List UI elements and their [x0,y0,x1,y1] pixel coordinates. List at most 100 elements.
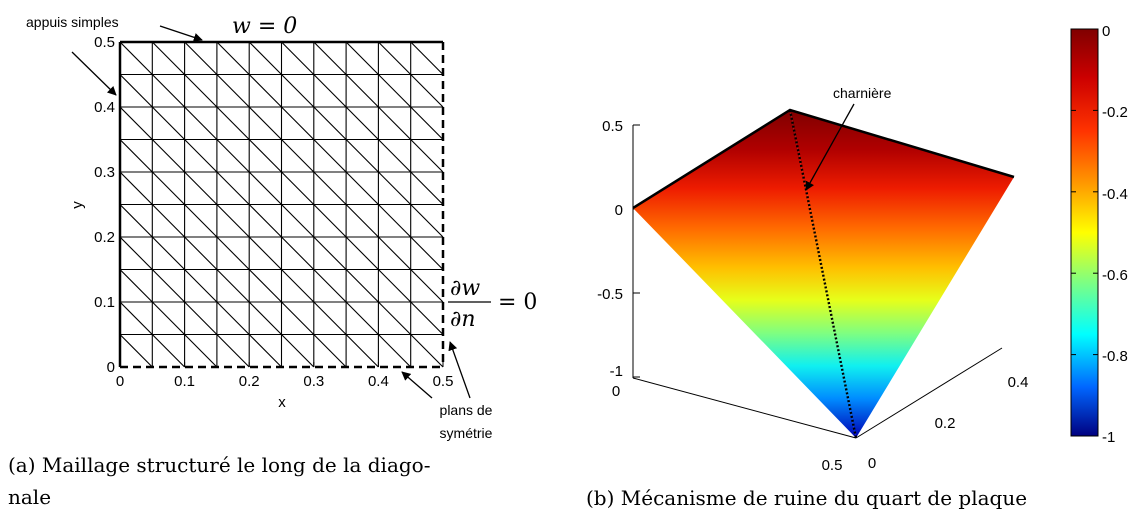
mesh-diagonal [345,236,379,270]
bc-right-denominator: ∂n [450,307,476,332]
mesh-diagonal [151,106,185,140]
y-tick-label-3: 0.3 [94,164,115,181]
mesh-diagonal [378,301,412,335]
mesh-diagonal [119,236,153,270]
z-tick-label-neg1: -1 [610,363,623,380]
mesh-diagonal [151,236,185,270]
mesh-diagonal [345,74,379,108]
mesh-diagonal [313,269,347,303]
mesh-diagonal [184,139,218,173]
mesh-diagonal [216,41,250,75]
mesh-diagonal [378,106,412,140]
mesh-diagonal [281,269,315,303]
mesh-diagonal [248,204,282,238]
mesh-diagonal [119,74,153,108]
mesh-diagonal [410,139,444,173]
symmetry-arrow-right [448,341,471,399]
mesh-diagonal [378,334,412,368]
mesh-diagonal [313,74,347,108]
mesh-diagonal [216,106,250,140]
mesh-diagonal [378,74,412,108]
mesh-diagonal [345,139,379,173]
colorbar-label-neg1: -1 [1102,429,1115,446]
caption-b: (b) Mécanisme de ruine du quart de plaqu… [586,486,1027,510]
mesh-diagonal [248,41,282,75]
mesh-diagonal [313,334,347,368]
mesh-diagonal [378,236,412,270]
simple-supports-arrow-top [159,25,203,42]
mesh-diagonal [378,269,412,303]
bc-right-rhs: = 0 [498,290,537,315]
x-tick-label-b-0: 0 [612,383,620,400]
mesh-diagonal [151,41,185,75]
mesh-diagonal [378,204,412,238]
mesh-diagonal [119,171,153,205]
mesh-diagonal [281,106,315,140]
y-tick-label-1: 0.1 [94,294,115,311]
mesh-diagonal [184,269,218,303]
mesh-diagonal [216,139,250,173]
mesh-diagonal [184,171,218,205]
mesh-diagonal [281,334,315,368]
colorbar-label-neg0.4: -0.4 [1102,186,1128,203]
symmetry-arrow-bottom [401,371,433,399]
mesh-diagonal [410,171,444,205]
mesh-diagonal [119,139,153,173]
mesh-diagonal [184,204,218,238]
hinge-annotation: charnière [833,85,892,101]
z-tick-label-0: 0 [615,202,623,219]
mesh-diagonal [248,236,282,270]
mesh-diagonal [248,171,282,205]
mesh-diagonal [248,301,282,335]
caption-a-line2: nale [8,485,51,509]
panel-a-mesh-plot: 0 0.1 0.2 0.3 0.4 0.5 0 0.1 0.2 0.3 0.4 … [8,14,537,509]
colorbar-label-0: 0 [1102,23,1110,40]
bc-right-numerator: ∂w [450,276,480,301]
x-tick-label-2: 0.2 [239,373,260,390]
y-tick-label-b-0: 0 [868,455,876,472]
hinge-arrow [805,103,855,191]
mesh-diagonal [151,301,185,335]
colorbar-label-neg0.2: -0.2 [1102,104,1128,121]
colorbar-label-neg0.6: -0.6 [1102,267,1128,284]
y-tick-label-0: 0 [107,359,115,376]
mesh-diagonal [119,204,153,238]
mesh-diagonal [216,334,250,368]
mesh-diagonal [184,334,218,368]
mesh-diagonal [151,204,185,238]
collapse-face-left [633,110,856,438]
simple-supports-arrow-left [71,51,117,96]
mesh-diagonal [184,74,218,108]
mesh-diagonal [216,236,250,270]
simple-supports-annotation: appuis simples [26,14,119,30]
x-tick-label-4: 0.4 [368,373,389,390]
mesh-diagonal [313,301,347,335]
colorbar-tick-marks [1071,28,1098,437]
x-tick-label-3: 0.3 [303,373,324,390]
collapse-face-right [790,110,1014,438]
mesh-diagonal [378,139,412,173]
mesh-diagonal [119,301,153,335]
y-axis-line-3d [855,347,1003,439]
mesh-diagonal [410,269,444,303]
mesh-diagonal [216,74,250,108]
mesh-diagonal [216,269,250,303]
mesh-diagonal [313,171,347,205]
y-tick-label-5: 0.5 [94,34,115,51]
mesh-diagonal [313,41,347,75]
mesh-diagonal [410,204,444,238]
symmetry-annotation-line1: plans de [440,402,493,418]
mesh-diagonal [281,301,315,335]
y-axis-label: y [69,201,86,209]
mesh-diagonal [119,41,153,75]
mesh-diagonal [378,41,412,75]
triangular-mesh [119,41,444,368]
mesh-diagonal [410,41,444,75]
mesh-diagonal [151,269,185,303]
mesh-diagonal [216,171,250,205]
mesh-diagonal [119,106,153,140]
mesh-diagonal [151,139,185,173]
mesh-diagonal [410,301,444,335]
y-tick-label-2: 0.2 [94,229,115,246]
